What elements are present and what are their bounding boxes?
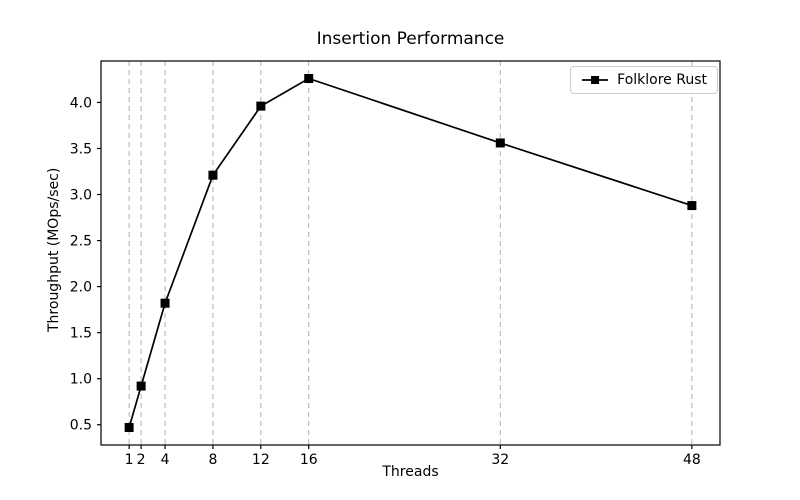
series-line-group bbox=[128, 77, 693, 428]
y-tick-label: 2.0 bbox=[70, 280, 92, 296]
x-tick-label: 2 bbox=[137, 452, 146, 468]
x-tick-label: 48 bbox=[683, 452, 701, 468]
data-point-marker bbox=[136, 381, 146, 391]
legend: Folklore Rust bbox=[570, 66, 718, 94]
y-axis-label: Throughput (MOps/sec) bbox=[46, 167, 62, 332]
x-tick-label: 4 bbox=[161, 452, 170, 468]
y-tick-label: 4.0 bbox=[70, 95, 92, 111]
x-tick-label: 16 bbox=[300, 452, 318, 468]
gridlines bbox=[128, 61, 693, 445]
data-point-marker bbox=[304, 73, 314, 83]
y-tick-label: 3.5 bbox=[70, 141, 92, 157]
x-tick-label: 32 bbox=[491, 452, 509, 468]
x-axis-label: Threads bbox=[382, 464, 439, 480]
data-point-marker bbox=[687, 201, 697, 211]
legend-label: Folklore Rust bbox=[617, 72, 707, 88]
x-tick-label: 12 bbox=[252, 452, 270, 468]
data-point-marker bbox=[208, 170, 218, 180]
y-ticks: 0.5 1.0 1.5 2.0 2.5 3.0 3.5 4.0 bbox=[70, 95, 101, 434]
y-tick-label: 1.5 bbox=[70, 326, 92, 342]
data-point-marker bbox=[160, 298, 170, 308]
data-point-marker bbox=[256, 101, 266, 111]
y-tick-label: 3.0 bbox=[70, 188, 92, 204]
chart-title: Insertion Performance bbox=[316, 29, 505, 49]
series-line bbox=[128, 77, 693, 428]
y-tick-label: 2.5 bbox=[70, 234, 92, 250]
y-tick-label: 0.5 bbox=[70, 418, 92, 434]
x-ticks: 1 2 4 8 12 16 32 48 bbox=[125, 445, 701, 468]
x-tick-label: 8 bbox=[208, 452, 217, 468]
axes-spines bbox=[100, 60, 721, 446]
series-markers bbox=[124, 73, 697, 433]
legend-line-marker-icon bbox=[582, 76, 609, 84]
x-tick-label: 1 bbox=[125, 452, 134, 468]
data-point-marker bbox=[495, 138, 505, 148]
y-tick-label: 1.0 bbox=[70, 372, 92, 388]
data-point-marker bbox=[124, 423, 134, 433]
